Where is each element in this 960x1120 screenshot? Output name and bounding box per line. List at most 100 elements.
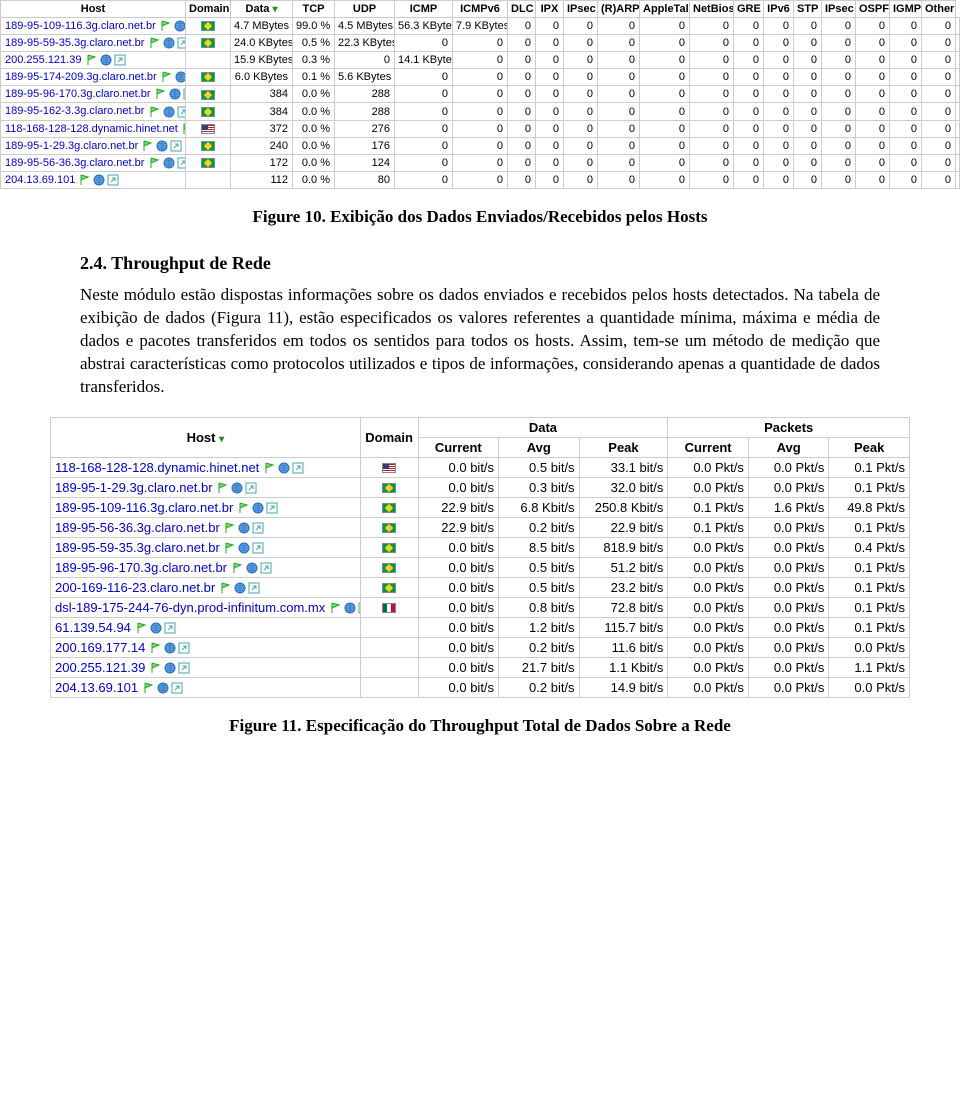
expand-icon[interactable] — [171, 682, 183, 694]
col-igmp[interactable]: IGMP — [890, 1, 922, 18]
host-cell[interactable]: 189-95-96-170.3g.claro.net.br — [1, 86, 186, 103]
col-ipx[interactable]: IPX — [536, 1, 564, 18]
host-cell[interactable]: 200.255.121.39 — [51, 657, 361, 677]
col-other[interactable]: Other — [922, 1, 956, 18]
host-cell[interactable]: 189-95-59-35.3g.claro.net.br — [51, 537, 361, 557]
host-cell[interactable]: 189-95-1-29.3g.claro.net.br — [1, 137, 186, 154]
col-domain[interactable]: Domain — [186, 1, 231, 18]
pennant-icon[interactable] — [220, 582, 232, 594]
col-gre[interactable]: GRE — [734, 1, 764, 18]
globe-icon[interactable] — [157, 682, 169, 694]
expand-icon[interactable] — [248, 582, 260, 594]
expand-icon[interactable] — [245, 482, 257, 494]
globe-icon[interactable] — [344, 602, 356, 614]
col-icmpv6[interactable]: ICMPv6 — [453, 1, 508, 18]
subcol-avg[interactable]: Avg — [499, 437, 580, 457]
subcol-current[interactable]: Current — [668, 437, 749, 457]
pennant-icon[interactable] — [150, 642, 162, 654]
globe-icon[interactable] — [252, 502, 264, 514]
pennant-icon[interactable] — [217, 482, 229, 494]
pennant-icon[interactable] — [182, 123, 186, 135]
globe-icon[interactable] — [163, 106, 175, 118]
col-tcp[interactable]: TCP — [293, 1, 335, 18]
globe-icon[interactable] — [238, 522, 250, 534]
subcol-peak[interactable]: Peak — [829, 437, 910, 457]
host-cell[interactable]: 189-95-1-29.3g.claro.net.br — [51, 477, 361, 497]
globe-icon[interactable] — [164, 642, 176, 654]
col-ipsec[interactable]: IPsec — [564, 1, 598, 18]
globe-icon[interactable] — [246, 562, 258, 574]
globe-icon[interactable] — [100, 54, 112, 66]
globe-icon[interactable] — [93, 174, 105, 186]
col-ipsec[interactable]: IPsec — [822, 1, 856, 18]
pennant-icon[interactable] — [330, 602, 342, 614]
pennant-icon[interactable] — [160, 20, 172, 32]
pennant-icon[interactable] — [224, 542, 236, 554]
col-udp[interactable]: UDP — [335, 1, 395, 18]
host-cell[interactable]: 189-95-162-3.3g.claro.net.br — [1, 103, 186, 120]
col-ipv6[interactable]: IPv6 — [764, 1, 794, 18]
host-cell[interactable]: 204.13.69.101 — [1, 171, 186, 188]
host-cell[interactable]: 189-95-109-116.3g.claro.net.br — [1, 18, 186, 35]
pennant-icon[interactable] — [86, 54, 98, 66]
host-cell[interactable]: 118-168-128-128.dynamic.hinet.net — [51, 457, 361, 477]
globe-icon[interactable] — [278, 462, 290, 474]
expand-icon[interactable] — [177, 106, 186, 118]
pennant-icon[interactable] — [143, 682, 155, 694]
pennant-icon[interactable] — [79, 174, 91, 186]
pennant-icon[interactable] — [149, 37, 161, 49]
globe-icon[interactable] — [238, 542, 250, 554]
col-dlc[interactable]: DLC — [508, 1, 536, 18]
expand-icon[interactable] — [114, 54, 126, 66]
pennant-icon[interactable] — [155, 88, 167, 100]
expand-icon[interactable] — [178, 642, 190, 654]
pennant-icon[interactable] — [238, 502, 250, 514]
col-host[interactable]: Host ▾ — [51, 417, 361, 457]
pennant-icon[interactable] — [232, 562, 244, 574]
col-packets[interactable]: Packets — [668, 417, 910, 437]
globe-icon[interactable] — [169, 88, 181, 100]
host-cell[interactable]: dsl-189-175-244-76-dyn.prod-infinitum.co… — [51, 597, 361, 617]
pennant-icon[interactable] — [161, 71, 173, 83]
host-cell[interactable]: 189-95-174-209.3g.claro.net.br — [1, 69, 186, 86]
globe-icon[interactable] — [150, 622, 162, 634]
host-cell[interactable]: 204.13.69.101 — [51, 677, 361, 697]
col-ospf[interactable]: OSPF — [856, 1, 890, 18]
pennant-icon[interactable] — [264, 462, 276, 474]
host-cell[interactable]: 189-95-56-36.3g.claro.net.br — [1, 154, 186, 171]
pennant-icon[interactable] — [224, 522, 236, 534]
col-netbios[interactable]: NetBios — [690, 1, 734, 18]
col-data[interactable]: Data — [418, 417, 668, 437]
expand-icon[interactable] — [177, 37, 186, 49]
subcol-avg[interactable]: Avg — [748, 437, 829, 457]
expand-icon[interactable] — [164, 622, 176, 634]
globe-icon[interactable] — [156, 140, 168, 152]
host-cell[interactable]: 189-95-109-116.3g.claro.net.br — [51, 497, 361, 517]
col-domain[interactable]: Domain — [360, 417, 418, 457]
host-cell[interactable]: 189-95-59-35.3g.claro.net.br — [1, 35, 186, 52]
pennant-icon[interactable] — [150, 662, 162, 674]
col-rarp[interactable]: (R)ARP — [598, 1, 640, 18]
expand-icon[interactable] — [170, 140, 182, 152]
globe-icon[interactable] — [174, 20, 186, 32]
expand-icon[interactable] — [178, 662, 190, 674]
col-appletalk[interactable]: AppleTalk — [640, 1, 690, 18]
pennant-icon[interactable] — [149, 106, 161, 118]
globe-icon[interactable] — [231, 482, 243, 494]
host-cell[interactable]: 200.169.177.14 — [51, 637, 361, 657]
host-cell[interactable]: 61.139.54.94 — [51, 617, 361, 637]
expand-icon[interactable] — [177, 157, 186, 169]
globe-icon[interactable] — [163, 157, 175, 169]
expand-icon[interactable] — [107, 174, 119, 186]
pennant-icon[interactable] — [149, 157, 161, 169]
host-cell[interactable]: 200.255.121.39 — [1, 52, 186, 69]
expand-icon[interactable] — [266, 502, 278, 514]
expand-icon[interactable] — [292, 462, 304, 474]
host-cell[interactable]: 189-95-96-170.3g.claro.net.br — [51, 557, 361, 577]
host-cell[interactable]: 118-168-128-128.dynamic.hinet.net — [1, 120, 186, 137]
globe-icon[interactable] — [164, 662, 176, 674]
globe-icon[interactable] — [234, 582, 246, 594]
globe-icon[interactable] — [175, 71, 186, 83]
expand-icon[interactable] — [260, 562, 272, 574]
host-cell[interactable]: 200-169-116-23.claro.net.br — [51, 577, 361, 597]
